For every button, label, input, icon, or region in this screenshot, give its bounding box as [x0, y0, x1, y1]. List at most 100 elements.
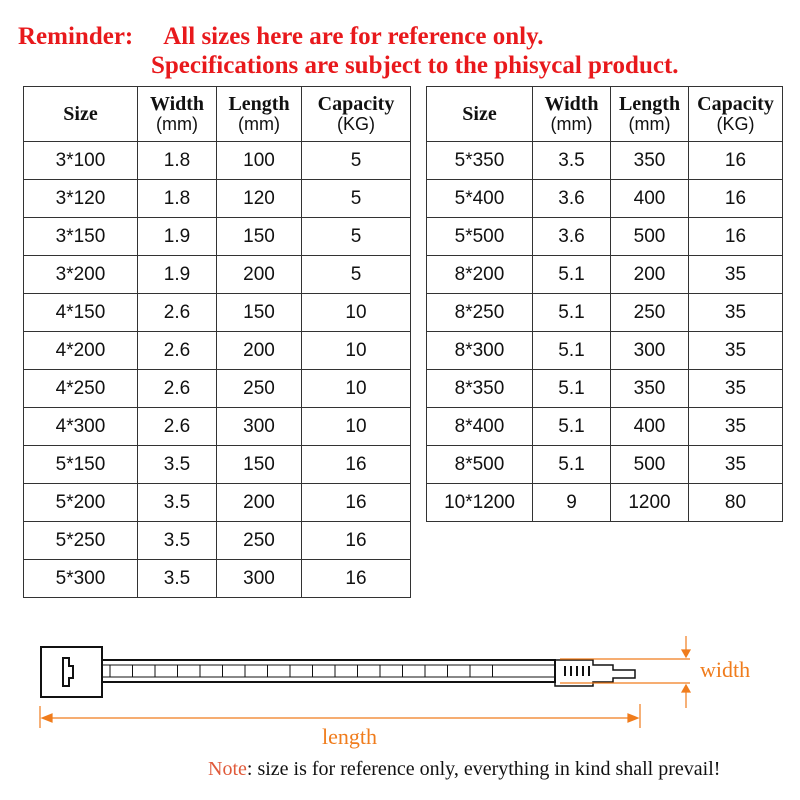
table-cell: 8*500 — [426, 445, 533, 484]
table-cell: 5 — [301, 255, 411, 294]
table-row: 8*350 5.1 350 35 — [426, 369, 783, 408]
table-cell: 8*300 — [426, 331, 533, 370]
table-cell: 5*200 — [23, 483, 138, 522]
table-row: 8*250 5.1 250 35 — [426, 293, 783, 332]
table-cell: 16 — [688, 217, 783, 256]
header-name: Size — [63, 102, 98, 125]
table-cell: 1.9 — [137, 217, 217, 256]
column-header: Capacity (KG) — [301, 86, 411, 142]
table-cell: 5 — [301, 179, 411, 218]
table-cell: 4*250 — [23, 369, 138, 408]
table-row: 8*200 5.1 200 35 — [426, 255, 783, 294]
table-cell: 3.6 — [532, 179, 611, 218]
table-cell: 150 — [216, 217, 302, 256]
table-cell: 5*400 — [426, 179, 533, 218]
table-cell: 4*300 — [23, 407, 138, 446]
table-cell: 5*350 — [426, 141, 533, 180]
table-row: 3*150 1.9 150 5 — [23, 217, 411, 256]
table-cell: 2.6 — [137, 331, 217, 370]
table-cell: 250 — [216, 369, 302, 408]
table-cell: 300 — [610, 331, 689, 370]
note-text: : size is for reference only, everything… — [246, 758, 721, 780]
header-unit: (mm) — [238, 114, 280, 135]
table-cell: 5.1 — [532, 293, 611, 332]
table-cell: 5*250 — [23, 521, 138, 560]
table-cell: 3*150 — [23, 217, 138, 256]
reminder-line-2: Specifications are subject to the phisyc… — [151, 52, 679, 79]
table-cell: 3.5 — [137, 445, 217, 484]
table-row: 4*250 2.6 250 10 — [23, 369, 411, 408]
table-row: 4*300 2.6 300 10 — [23, 407, 411, 446]
table-cell: 350 — [610, 369, 689, 408]
table-cell: 350 — [610, 141, 689, 180]
table-cell: 10 — [301, 331, 411, 370]
table-cell: 1.8 — [137, 141, 217, 180]
table-cell: 4*150 — [23, 293, 138, 332]
table-cell: 250 — [610, 293, 689, 332]
table-cell: 120 — [216, 179, 302, 218]
table-row: 5*300 3.5 300 16 — [23, 559, 411, 598]
header-name: Capacity — [697, 93, 774, 116]
table-cell: 5.1 — [532, 445, 611, 484]
table-cell: 8*400 — [426, 407, 533, 446]
table-cell: 8*250 — [426, 293, 533, 332]
table-cell: 4*200 — [23, 331, 138, 370]
table-cell: 5 — [301, 217, 411, 256]
width-label: width — [700, 657, 751, 682]
table-cell: 3.5 — [532, 141, 611, 180]
table-cell: 2.6 — [137, 293, 217, 332]
table-row: 8*300 5.1 300 35 — [426, 331, 783, 370]
table-cell: 5 — [301, 141, 411, 180]
table-cell: 35 — [688, 445, 783, 484]
reminder-text: All sizes here are for reference only. — [163, 23, 544, 50]
table-cell: 3*120 — [23, 179, 138, 218]
header-unit: (mm) — [550, 114, 593, 135]
table-row: 3*200 1.9 200 5 — [23, 255, 411, 294]
table-cell: 5.1 — [532, 255, 611, 294]
table-cell: 80 — [688, 483, 783, 522]
table-cell: 35 — [688, 407, 783, 446]
note-label: Note — [208, 758, 247, 780]
table-cell: 9 — [532, 483, 611, 522]
table-cell: 35 — [688, 255, 783, 294]
cable-tie-diagram — [39, 636, 692, 728]
header-name: Width — [149, 93, 205, 116]
table-cell: 35 — [688, 369, 783, 408]
table-cell: 1.9 — [137, 255, 217, 294]
header-name: Width — [544, 93, 599, 116]
table-cell: 500 — [610, 445, 689, 484]
table-cell: 3*200 — [23, 255, 138, 294]
table-cell: 5*300 — [23, 559, 138, 598]
header-unit: (mm) — [156, 114, 198, 135]
table-cell: 10 — [301, 407, 411, 446]
table-cell: 200 — [216, 483, 302, 522]
table-cell: 10 — [301, 369, 411, 408]
table-cell: 500 — [610, 217, 689, 256]
table-cell: 10*1200 — [426, 483, 533, 522]
table-cell: 1.8 — [137, 179, 217, 218]
table-cell: 16 — [301, 521, 411, 560]
note: Note: size is for reference only, everyt… — [208, 758, 720, 781]
table-cell: 5.1 — [532, 407, 611, 446]
table-row: 10*1200 9 1200 80 — [426, 483, 783, 522]
table-row: 4*200 2.6 200 10 — [23, 331, 411, 370]
table-row: 3*120 1.8 120 5 — [23, 179, 411, 218]
column-header: Length (mm) — [610, 86, 689, 142]
header-name: Size — [462, 102, 497, 125]
header-name: Length — [228, 93, 290, 116]
column-header: Width (mm) — [137, 86, 217, 142]
table-cell: 2.6 — [137, 407, 217, 446]
table-row: 5*500 3.6 500 16 — [426, 217, 783, 256]
column-header: Capacity (KG) — [688, 86, 783, 142]
table-row: 5*400 3.6 400 16 — [426, 179, 783, 218]
table-cell: 400 — [610, 407, 689, 446]
table-cell: 1200 — [610, 483, 689, 522]
table-cell: 16 — [688, 141, 783, 180]
table-cell: 10 — [301, 293, 411, 332]
table-cell: 16 — [301, 483, 411, 522]
table-row: 5*350 3.5 350 16 — [426, 141, 783, 180]
table-row: 8*400 5.1 400 35 — [426, 407, 783, 446]
column-header: Size — [426, 86, 533, 142]
table-row: 4*150 2.6 150 10 — [23, 293, 411, 332]
table-cell: 35 — [688, 331, 783, 370]
